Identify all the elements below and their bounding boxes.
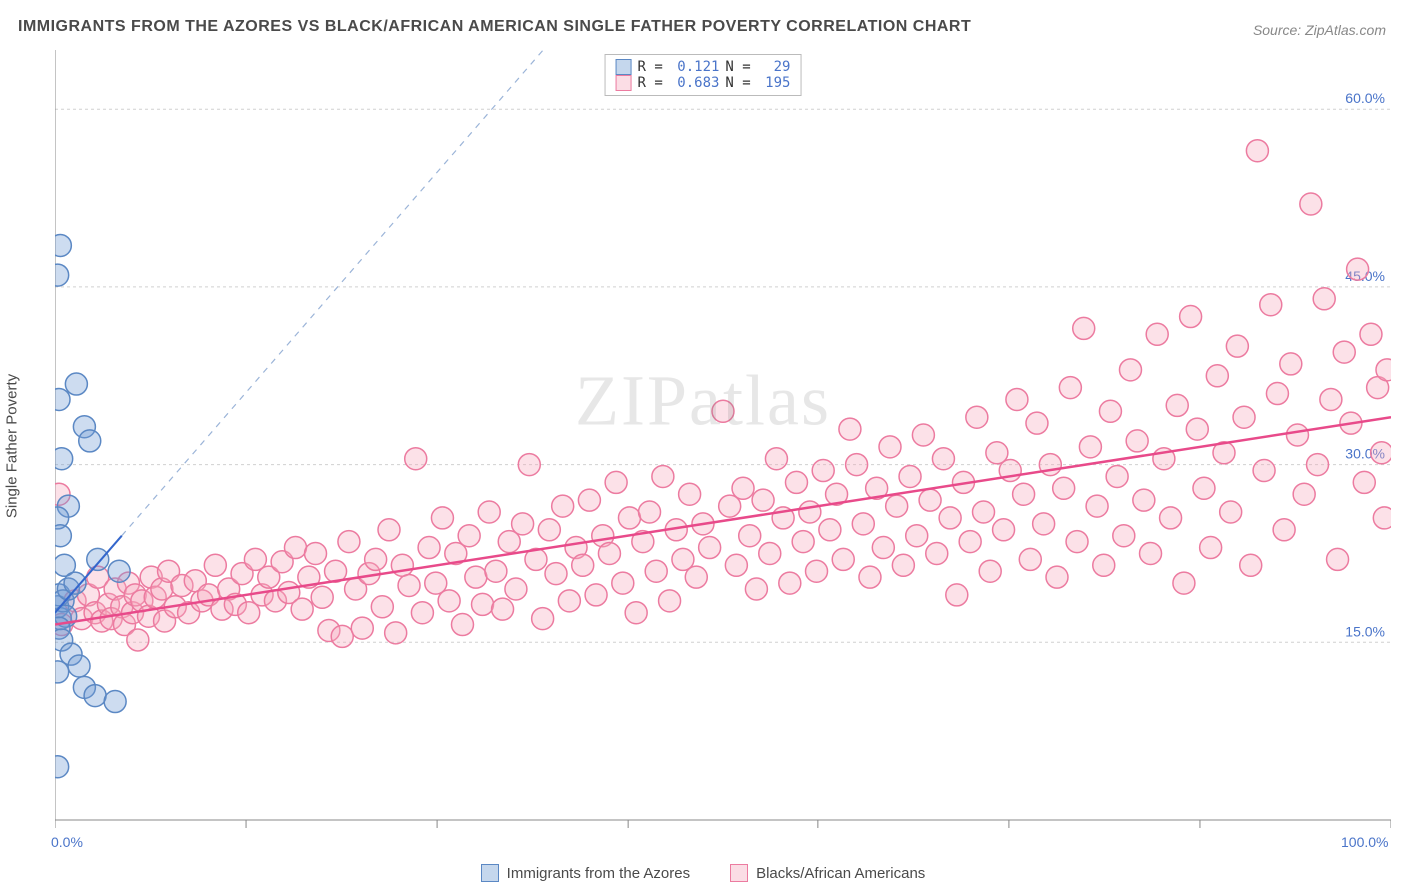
legend-item: Blacks/African Americans bbox=[730, 864, 925, 882]
r-value: 0.121 bbox=[669, 59, 720, 75]
n-label: N = bbox=[725, 75, 750, 91]
source-value: ZipAtlas.com bbox=[1305, 22, 1386, 38]
source-label: Source: bbox=[1253, 22, 1305, 38]
x-axis-max-label: 100.0% bbox=[1341, 834, 1388, 850]
x-axis-min-label: 0.0% bbox=[51, 834, 83, 850]
n-value: 29 bbox=[757, 59, 791, 75]
n-value: 195 bbox=[757, 75, 791, 91]
source-attribution: Source: ZipAtlas.com bbox=[1253, 22, 1386, 38]
y-axis-label: Single Father Poverty bbox=[4, 374, 21, 518]
correlation-legend-row: R = 0.121 N = 29 bbox=[616, 59, 791, 75]
chart-title: IMMIGRANTS FROM THE AZORES VS BLACK/AFRI… bbox=[18, 18, 971, 36]
n-label: N = bbox=[725, 59, 750, 75]
legend-label: Blacks/African Americans bbox=[756, 865, 925, 882]
r-label: R = bbox=[638, 75, 663, 91]
legend-item: Immigrants from the Azores bbox=[481, 864, 690, 882]
legend-swatch bbox=[730, 864, 748, 882]
legend-label: Immigrants from the Azores bbox=[507, 865, 690, 882]
svg-text:15.0%: 15.0% bbox=[1345, 623, 1385, 639]
legend-swatch bbox=[481, 864, 499, 882]
correlation-legend-row: R = 0.683 N = 195 bbox=[616, 75, 791, 91]
legend-swatch bbox=[616, 59, 632, 75]
scatter-chart: 15.0%30.0%45.0%60.0% bbox=[55, 50, 1391, 837]
correlation-legend: R = 0.121 N = 29R = 0.683 N = 195 bbox=[605, 54, 802, 96]
r-value: 0.683 bbox=[669, 75, 720, 91]
r-label: R = bbox=[638, 59, 663, 75]
chart-area: 15.0%30.0%45.0%60.0% bbox=[55, 50, 1391, 837]
legend-swatch bbox=[616, 75, 632, 91]
svg-text:60.0%: 60.0% bbox=[1345, 90, 1385, 106]
series-legend: Immigrants from the Azores Blacks/African… bbox=[0, 864, 1406, 882]
